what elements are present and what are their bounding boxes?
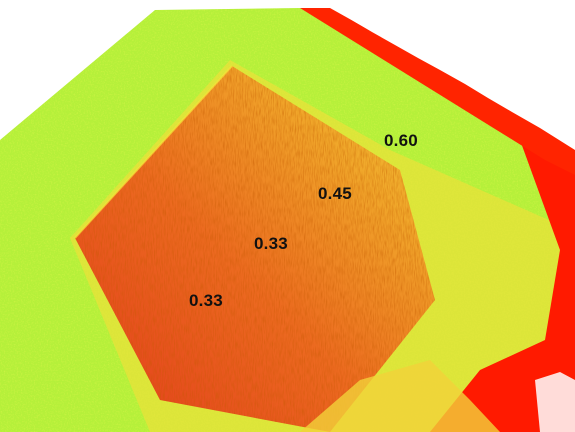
value-label: 0.45 xyxy=(318,184,352,203)
value-label: 0.33 xyxy=(189,291,223,310)
machinery-right xyxy=(535,372,575,432)
trial-plot-texture xyxy=(75,66,435,432)
plot-edge-line xyxy=(74,65,233,239)
value-label: 0.33 xyxy=(254,234,288,253)
field-margin-corner xyxy=(0,0,150,130)
bare-soil-top xyxy=(300,8,575,175)
bare-soil-bottom xyxy=(300,360,500,432)
bare-soil-right xyxy=(430,140,575,432)
field-margin xyxy=(330,0,575,150)
value-label: 0.60 xyxy=(384,131,418,150)
